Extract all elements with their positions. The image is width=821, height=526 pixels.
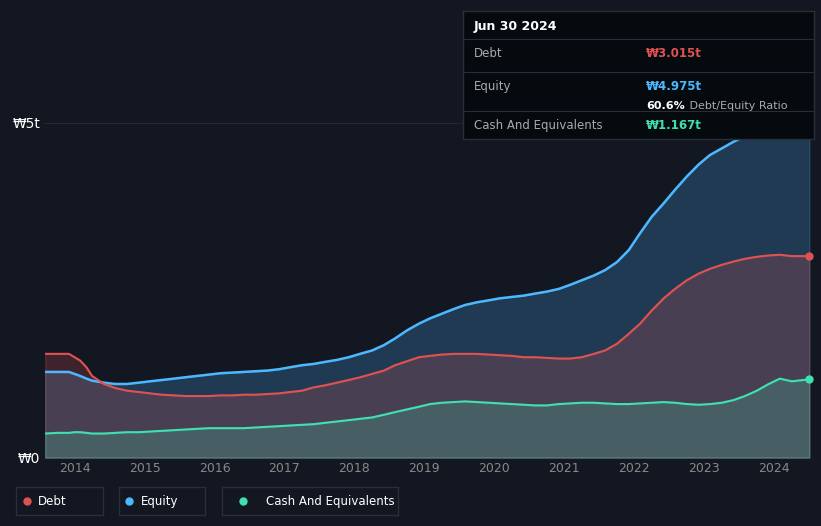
Text: Jun 30 2024: Jun 30 2024 xyxy=(474,19,557,33)
Text: ₩1.167t: ₩1.167t xyxy=(646,119,702,132)
Text: 60.6%: 60.6% xyxy=(646,101,685,111)
Text: Debt: Debt xyxy=(38,494,67,508)
Text: ₩3.015t: ₩3.015t xyxy=(646,47,702,59)
Text: Cash And Equivalents: Cash And Equivalents xyxy=(474,119,603,132)
Text: Debt/Equity Ratio: Debt/Equity Ratio xyxy=(686,101,787,111)
Text: Cash And Equivalents: Cash And Equivalents xyxy=(266,494,394,508)
Text: ₩4.975t: ₩4.975t xyxy=(646,80,702,93)
Text: Equity: Equity xyxy=(474,80,511,93)
Text: Equity: Equity xyxy=(140,494,178,508)
Text: Debt: Debt xyxy=(474,47,502,59)
